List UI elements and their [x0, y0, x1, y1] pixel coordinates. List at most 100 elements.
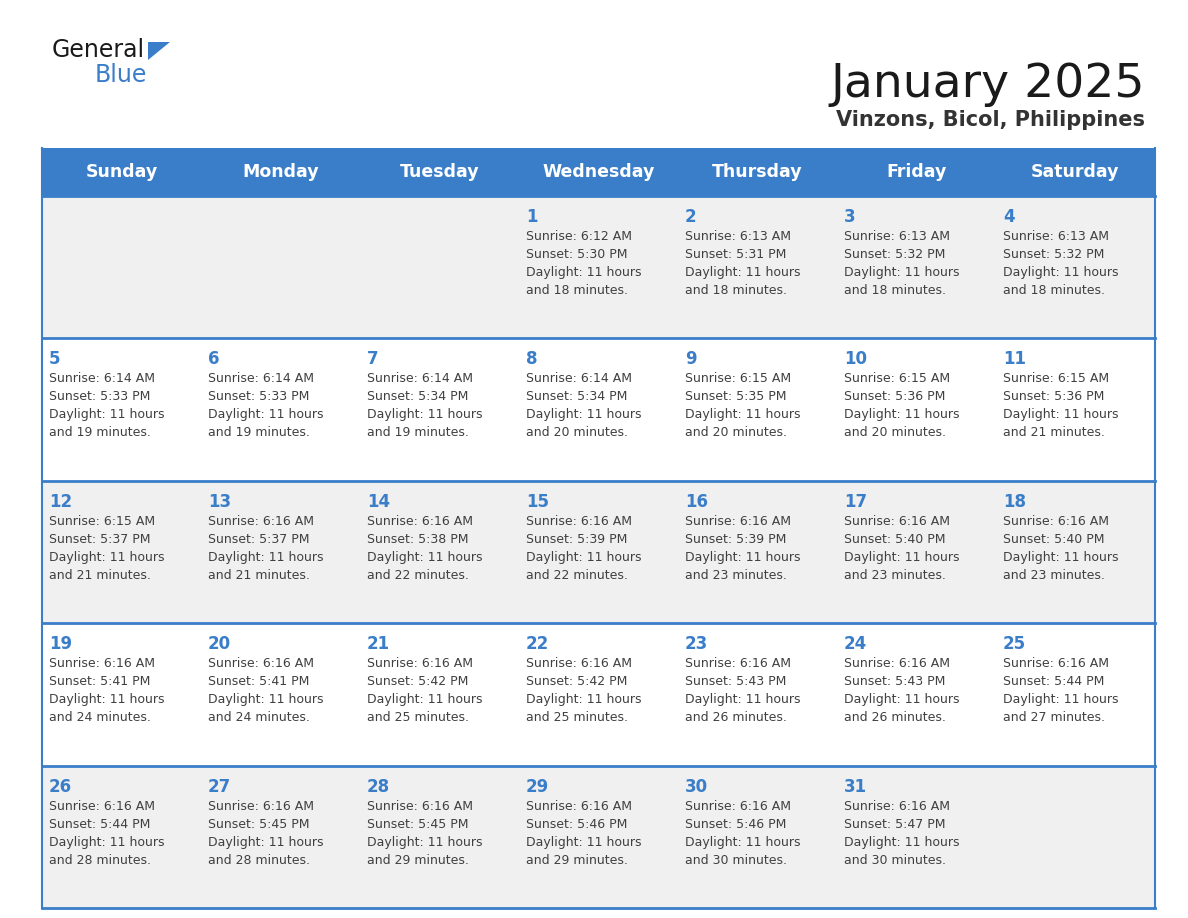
Bar [996, 339, 1155, 481]
Text: Sunrise: 6:16 AM: Sunrise: 6:16 AM [367, 515, 473, 528]
Text: 6: 6 [208, 351, 220, 368]
Text: and 21 minutes.: and 21 minutes. [208, 569, 310, 582]
Text: Daylight: 11 hours: Daylight: 11 hours [49, 551, 164, 564]
Bar [678, 481, 838, 623]
Text: 24: 24 [843, 635, 867, 654]
Text: and 19 minutes.: and 19 minutes. [367, 426, 469, 440]
Text: Sunrise: 6:16 AM: Sunrise: 6:16 AM [49, 800, 154, 812]
Text: Sunrise: 6:15 AM: Sunrise: 6:15 AM [1003, 373, 1110, 386]
Text: and 26 minutes.: and 26 minutes. [843, 711, 946, 724]
Text: Daylight: 11 hours: Daylight: 11 hours [208, 551, 323, 564]
Bar [360, 148, 519, 196]
Text: Daylight: 11 hours: Daylight: 11 hours [685, 693, 801, 706]
Text: Sunrise: 6:16 AM: Sunrise: 6:16 AM [685, 515, 791, 528]
Text: Sunset: 5:30 PM: Sunset: 5:30 PM [526, 248, 627, 261]
Text: 11: 11 [1003, 351, 1026, 368]
Text: and 22 minutes.: and 22 minutes. [367, 569, 469, 582]
Text: and 18 minutes.: and 18 minutes. [685, 284, 786, 297]
Text: Sunset: 5:42 PM: Sunset: 5:42 PM [367, 676, 468, 688]
Bar [838, 148, 996, 196]
Text: and 21 minutes.: and 21 minutes. [1003, 426, 1105, 440]
Text: Daylight: 11 hours: Daylight: 11 hours [526, 693, 642, 706]
Text: Sunday: Sunday [86, 163, 158, 181]
Text: Sunset: 5:40 PM: Sunset: 5:40 PM [843, 532, 946, 546]
Text: General: General [52, 38, 145, 62]
Bar [42, 339, 201, 481]
Text: Daylight: 11 hours: Daylight: 11 hours [1003, 551, 1118, 564]
Bar [678, 339, 838, 481]
Text: 27: 27 [208, 778, 232, 796]
Text: Daylight: 11 hours: Daylight: 11 hours [208, 693, 323, 706]
Text: Sunset: 5:47 PM: Sunset: 5:47 PM [843, 818, 946, 831]
Text: and 22 minutes.: and 22 minutes. [526, 569, 628, 582]
Text: 5: 5 [49, 351, 61, 368]
Bar [838, 766, 996, 908]
Bar [996, 766, 1155, 908]
Text: Daylight: 11 hours: Daylight: 11 hours [843, 835, 960, 848]
Text: 18: 18 [1003, 493, 1026, 510]
Text: and 23 minutes.: and 23 minutes. [1003, 569, 1105, 582]
Text: Daylight: 11 hours: Daylight: 11 hours [526, 266, 642, 279]
Bar [519, 766, 678, 908]
Bar [360, 481, 519, 623]
Text: Sunrise: 6:15 AM: Sunrise: 6:15 AM [49, 515, 156, 528]
Text: and 25 minutes.: and 25 minutes. [367, 711, 469, 724]
Text: Sunrise: 6:15 AM: Sunrise: 6:15 AM [843, 373, 950, 386]
Text: Sunrise: 6:16 AM: Sunrise: 6:16 AM [1003, 515, 1110, 528]
Bar [996, 481, 1155, 623]
Bar [838, 339, 996, 481]
Text: 19: 19 [49, 635, 72, 654]
Bar [360, 623, 519, 766]
Text: Sunrise: 6:16 AM: Sunrise: 6:16 AM [1003, 657, 1110, 670]
Text: and 23 minutes.: and 23 minutes. [843, 569, 946, 582]
Bar [519, 196, 678, 339]
Text: Daylight: 11 hours: Daylight: 11 hours [208, 835, 323, 848]
Text: 17: 17 [843, 493, 867, 510]
Text: 4: 4 [1003, 208, 1015, 226]
Text: Daylight: 11 hours: Daylight: 11 hours [843, 266, 960, 279]
Text: Sunrise: 6:13 AM: Sunrise: 6:13 AM [843, 230, 950, 243]
Text: Sunrise: 6:16 AM: Sunrise: 6:16 AM [526, 657, 632, 670]
Text: and 27 minutes.: and 27 minutes. [1003, 711, 1105, 724]
Text: 23: 23 [685, 635, 708, 654]
Bar [201, 481, 360, 623]
Bar [42, 481, 201, 623]
Text: 20: 20 [208, 635, 232, 654]
Text: Sunrise: 6:16 AM: Sunrise: 6:16 AM [49, 657, 154, 670]
Text: Daylight: 11 hours: Daylight: 11 hours [49, 835, 164, 848]
Text: Blue: Blue [95, 63, 147, 87]
Text: Daylight: 11 hours: Daylight: 11 hours [843, 693, 960, 706]
Text: Daylight: 11 hours: Daylight: 11 hours [367, 551, 482, 564]
Text: Sunrise: 6:16 AM: Sunrise: 6:16 AM [208, 657, 314, 670]
Text: and 29 minutes.: and 29 minutes. [526, 854, 628, 867]
Text: 25: 25 [1003, 635, 1026, 654]
Text: Sunset: 5:36 PM: Sunset: 5:36 PM [1003, 390, 1105, 403]
Text: Daylight: 11 hours: Daylight: 11 hours [843, 551, 960, 564]
Text: Daylight: 11 hours: Daylight: 11 hours [685, 835, 801, 848]
Text: and 18 minutes.: and 18 minutes. [843, 284, 946, 297]
Text: 1: 1 [526, 208, 537, 226]
Text: Daylight: 11 hours: Daylight: 11 hours [49, 409, 164, 421]
Bar [838, 481, 996, 623]
Text: Sunrise: 6:15 AM: Sunrise: 6:15 AM [685, 373, 791, 386]
Bar [42, 196, 201, 339]
Text: 31: 31 [843, 778, 867, 796]
Text: Sunset: 5:41 PM: Sunset: 5:41 PM [208, 676, 309, 688]
Text: 15: 15 [526, 493, 549, 510]
Text: Sunrise: 6:16 AM: Sunrise: 6:16 AM [685, 800, 791, 812]
Text: Sunset: 5:41 PM: Sunset: 5:41 PM [49, 676, 151, 688]
Text: Daylight: 11 hours: Daylight: 11 hours [367, 409, 482, 421]
Text: Sunset: 5:32 PM: Sunset: 5:32 PM [843, 248, 946, 261]
Text: and 21 minutes.: and 21 minutes. [49, 569, 151, 582]
Text: Thursday: Thursday [712, 163, 803, 181]
Bar [678, 196, 838, 339]
Bar [201, 148, 360, 196]
Text: Sunrise: 6:16 AM: Sunrise: 6:16 AM [843, 515, 950, 528]
Text: and 19 minutes.: and 19 minutes. [49, 426, 151, 440]
Text: 10: 10 [843, 351, 867, 368]
Text: Sunset: 5:34 PM: Sunset: 5:34 PM [526, 390, 627, 403]
Text: and 19 minutes.: and 19 minutes. [208, 426, 310, 440]
Bar [678, 623, 838, 766]
Text: Sunset: 5:46 PM: Sunset: 5:46 PM [685, 818, 786, 831]
Text: 30: 30 [685, 778, 708, 796]
